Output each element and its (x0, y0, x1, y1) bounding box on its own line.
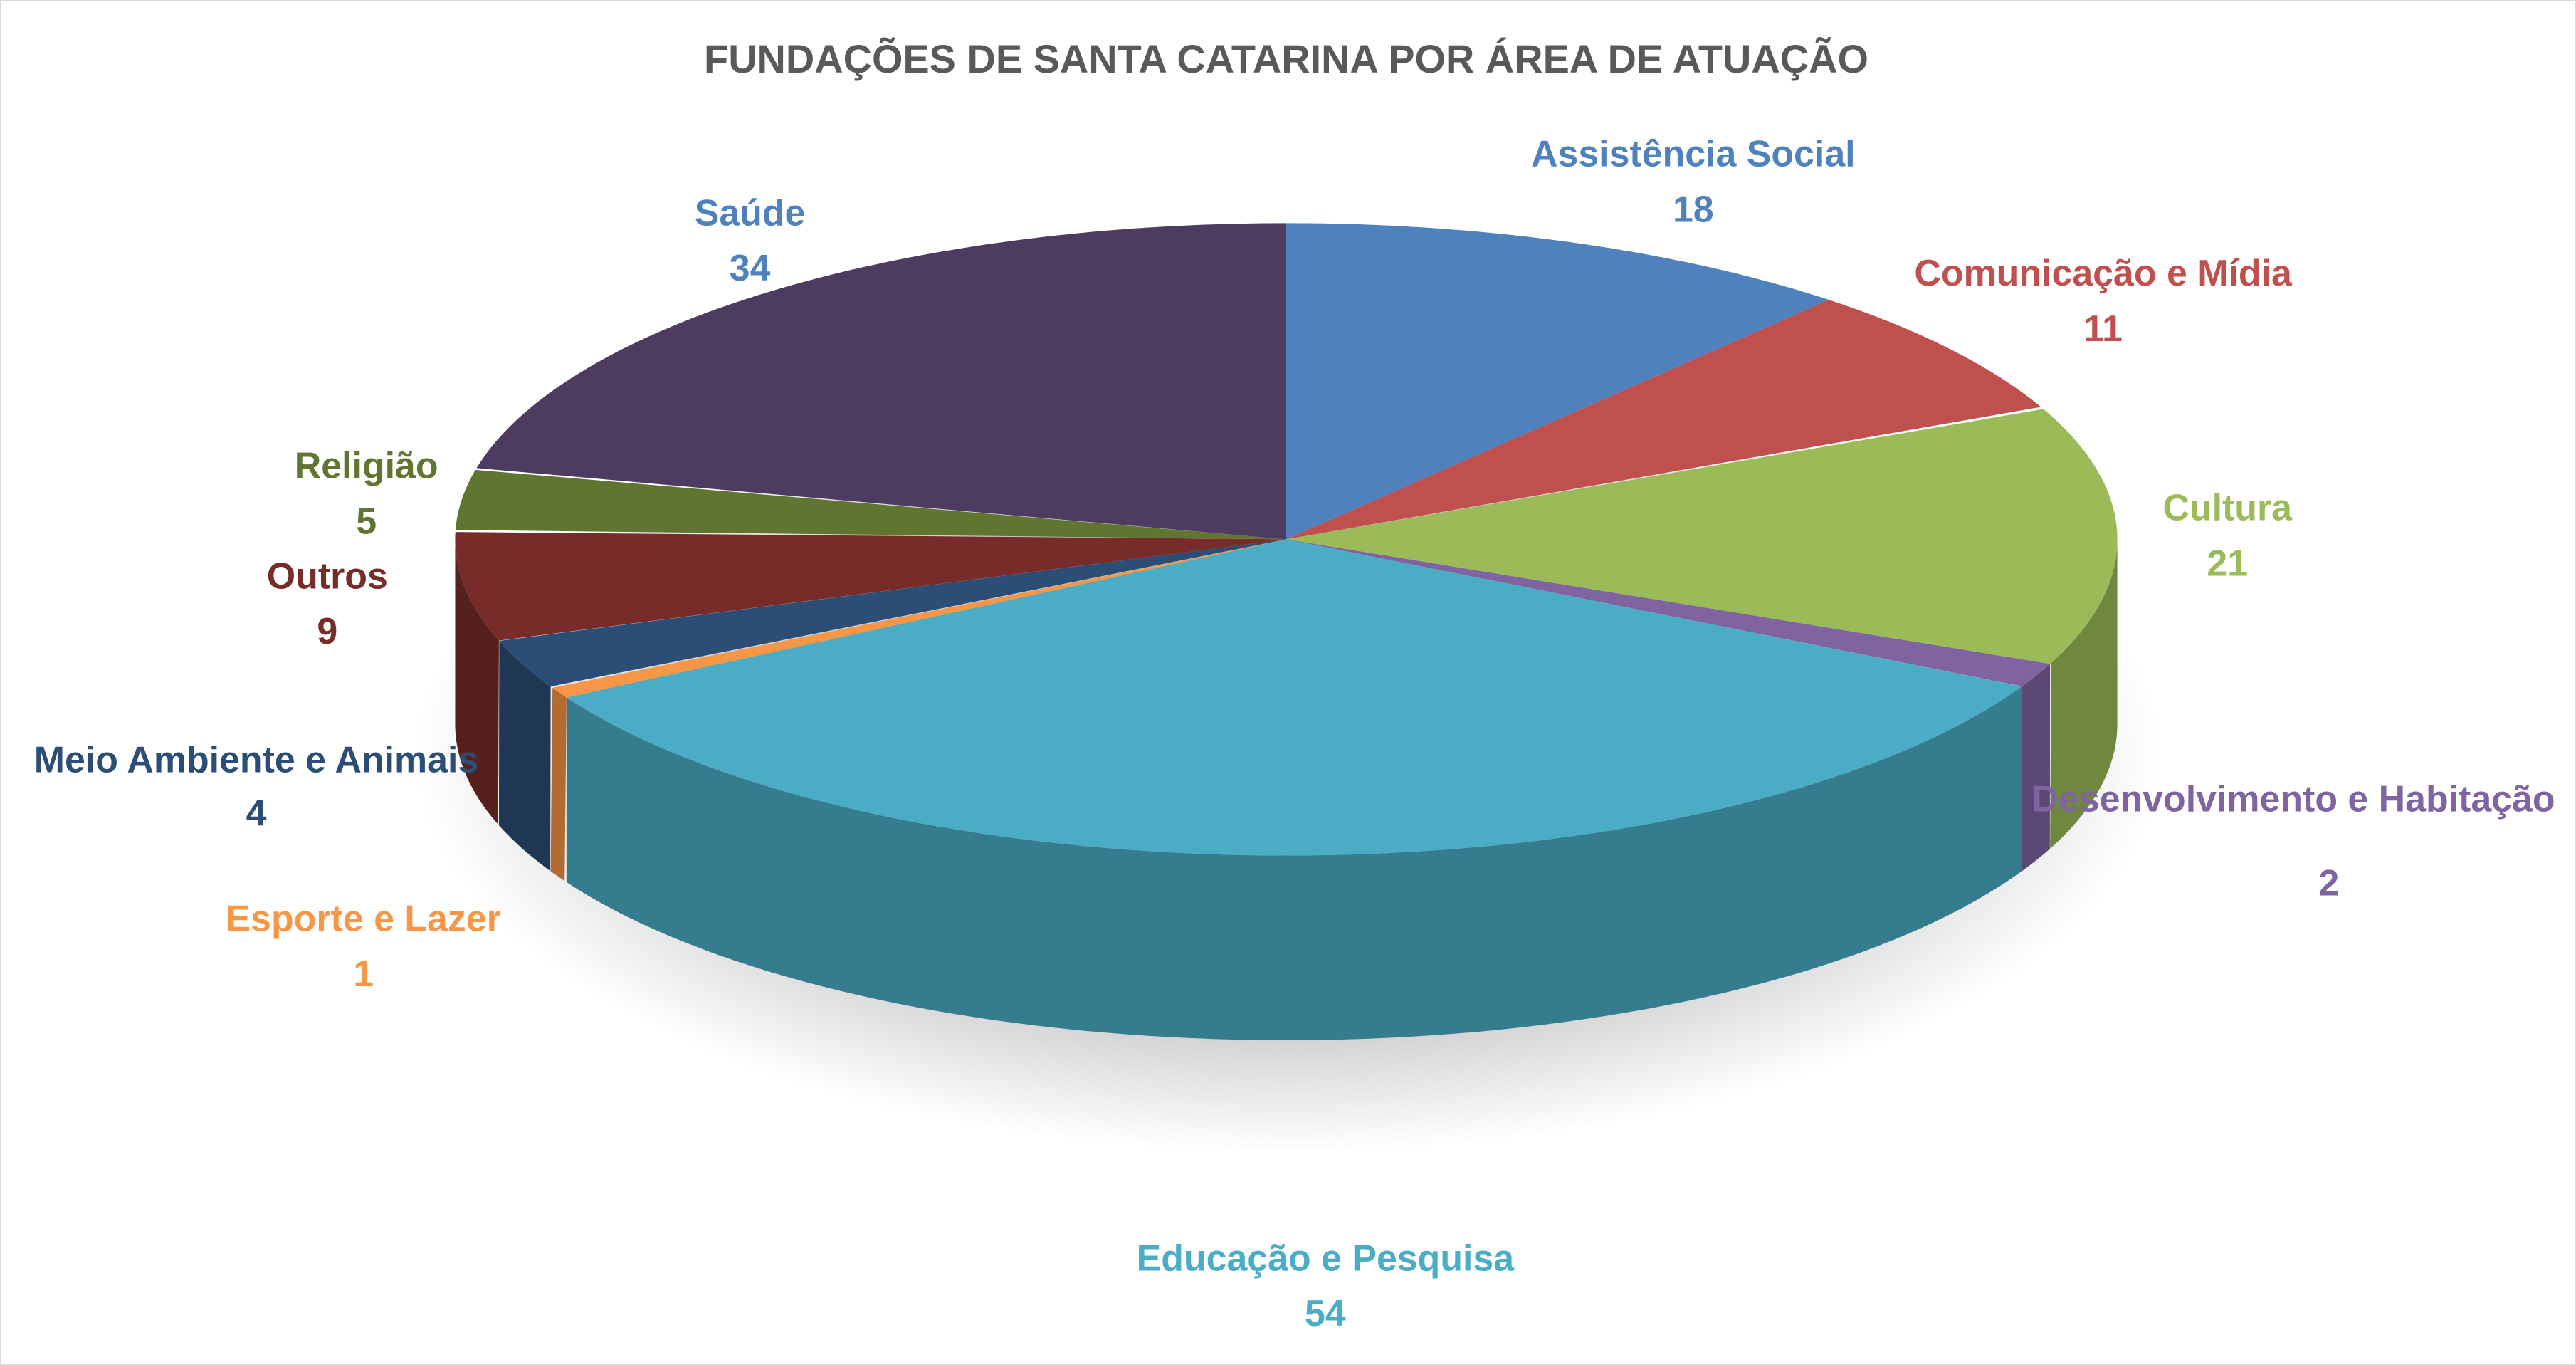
pie-side-cultura (2050, 539, 2118, 849)
pie-slice-educacao-e-pesquisa (566, 539, 2022, 856)
value-meio-ambiente-animais: 4 (246, 793, 267, 834)
value-desenvolvimento-habitacao: 2 (2319, 862, 2340, 903)
pie-side-meio-ambiente-e-animais (498, 641, 551, 872)
chart-title: FUNDAÇÕES DE SANTA CATARINA POR ÁREA DE … (704, 36, 1868, 81)
value-assistencia-social: 18 (1673, 188, 1714, 229)
label-cultura: Cultura (2162, 486, 2293, 528)
label-saude: Saúde (695, 192, 806, 233)
value-comunicacao-midia: 11 (2083, 308, 2123, 349)
pie-side-desenvolvimento-e-habitacao (2022, 664, 2051, 872)
pie-slice-meio-ambiente-e-animais (499, 539, 1287, 687)
label-assistencia-social: Assistência Social (1531, 133, 1856, 174)
label-educacao-pesquisa: Educação e Pesquisa (1137, 1237, 1515, 1278)
data-labels: Assistência Social 18 Comunicação e Mídi… (34, 133, 2555, 1334)
value-religiao: 5 (356, 500, 377, 541)
pie-sides (455, 539, 2118, 1040)
pie-slice-esporte-e-lazer (552, 539, 1287, 698)
value-esporte-lazer: 1 (353, 953, 374, 994)
label-religiao: Religião (295, 445, 438, 486)
pie-slice-saude (476, 223, 1287, 540)
label-desenvolvimento-habitacao: Desenvolvimento e Habitação (2031, 778, 2555, 820)
value-outros: 9 (317, 610, 337, 652)
pie-slice-religiao (455, 469, 1287, 540)
label-meio-ambiente-animais: Meio Ambiente e Animais (34, 739, 479, 780)
pie-side-outros (455, 540, 499, 825)
pie-slice-cultura (1286, 409, 2118, 664)
value-educacao-pesquisa: 54 (1305, 1292, 1346, 1334)
value-cultura: 21 (2207, 542, 2248, 583)
pie-slices (455, 223, 2118, 856)
label-esporte-lazer: Esporte e Lazer (226, 897, 501, 938)
pie-slice-comunicacao-e-midia (1286, 300, 2041, 540)
pie-slice-assistencia-social (1286, 223, 1829, 540)
pie-slice-desenvolvimento-e-habitacao (1286, 539, 2051, 686)
pie-slice-outros (455, 532, 1287, 641)
pie-side-esporte-e-lazer (550, 687, 567, 882)
label-outros: Outros (267, 555, 388, 596)
label-comunicacao-midia: Comunicação e Mídia (1914, 252, 2293, 293)
pie-side-educacao-e-pesquisa (566, 686, 2022, 1040)
value-saude: 34 (730, 247, 771, 288)
